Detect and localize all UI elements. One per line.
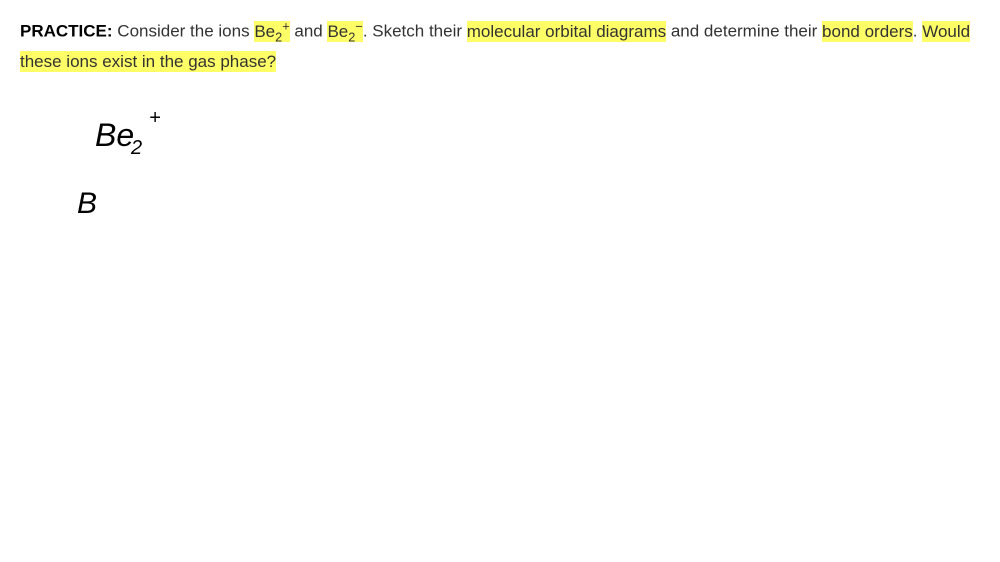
practice-problem: PRACTICE: Consider the ions Be2+ and Be2… bbox=[20, 15, 980, 77]
ion1-highlighted: Be2+ bbox=[254, 21, 289, 42]
handwritten-b: B bbox=[77, 187, 97, 221]
practice-label: PRACTICE: bbox=[20, 22, 113, 41]
handwritten-be2: Be 2 + bbox=[95, 117, 134, 154]
text-part3: . Sketch their bbox=[363, 22, 467, 41]
ion2-highlighted: Be2− bbox=[327, 21, 362, 42]
highlight-bond-orders: bond orders bbox=[822, 21, 913, 42]
text-part5: . bbox=[913, 22, 922, 41]
ion1-base: Be bbox=[254, 22, 275, 41]
text-part4: and determine their bbox=[666, 22, 822, 41]
highlight-mo-diagrams: molecular orbital diagrams bbox=[467, 21, 666, 42]
ion2-base: Be bbox=[327, 22, 348, 41]
text-part1: Consider the ions bbox=[113, 22, 255, 41]
ion2-sup: − bbox=[355, 18, 362, 33]
text-part2: and bbox=[290, 22, 328, 41]
be2-superscript: + bbox=[149, 107, 161, 130]
ion1-sup: + bbox=[282, 18, 289, 33]
be2-main: Be bbox=[95, 117, 134, 153]
be2-subscript: 2 bbox=[131, 137, 142, 160]
